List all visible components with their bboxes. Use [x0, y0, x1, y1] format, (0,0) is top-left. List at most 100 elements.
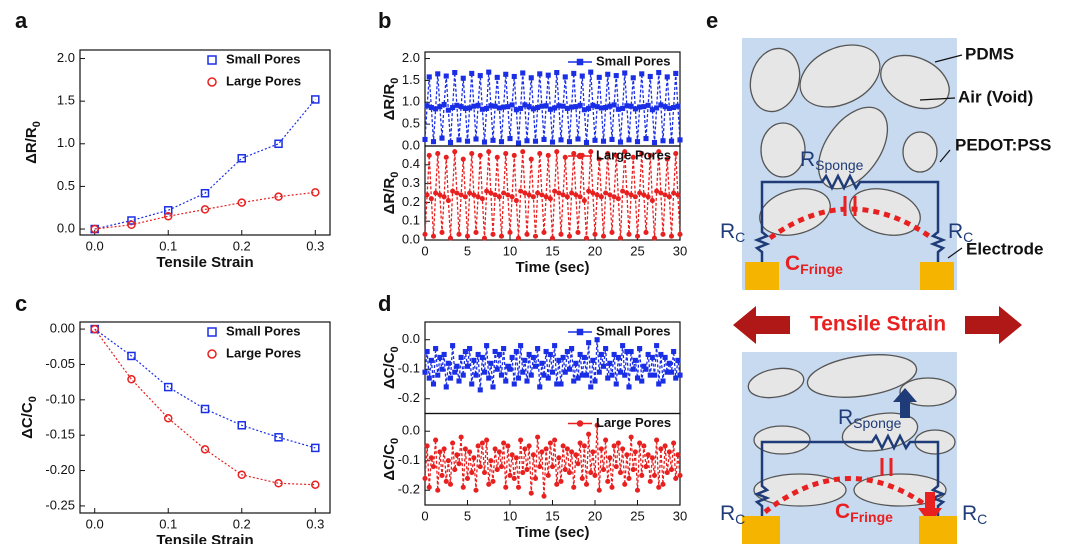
marker	[537, 150, 543, 157]
marker	[543, 194, 549, 200]
marker	[654, 105, 660, 111]
marker	[662, 443, 668, 449]
marker	[479, 106, 485, 112]
marker	[127, 220, 136, 230]
marker	[532, 138, 539, 144]
y-tick-label: 1.5	[402, 72, 420, 87]
marker	[581, 107, 587, 113]
r: R	[838, 406, 853, 429]
marker	[560, 103, 566, 109]
marker	[501, 104, 507, 110]
x-tick-label: 30	[673, 508, 687, 523]
y-tick-label: 1.0	[402, 94, 420, 109]
marker	[464, 233, 471, 239]
marker	[552, 105, 558, 111]
marker	[458, 434, 464, 440]
marker	[613, 464, 619, 470]
marker	[424, 192, 430, 198]
marker	[311, 480, 320, 489]
marker	[645, 194, 651, 200]
marker	[488, 103, 494, 109]
marker	[507, 366, 513, 372]
marker	[469, 70, 475, 76]
marker	[207, 77, 217, 87]
marker	[637, 104, 643, 110]
marker	[524, 378, 530, 384]
marker	[549, 139, 556, 145]
y-label-sub: 0	[389, 438, 401, 444]
sub: Fringe	[850, 509, 893, 525]
marker	[447, 375, 454, 381]
marker	[596, 487, 602, 493]
marker	[422, 369, 428, 375]
marker	[505, 192, 511, 198]
marker	[603, 346, 609, 352]
x-tick-label: 20	[588, 508, 602, 523]
marker	[639, 378, 645, 384]
marker	[479, 354, 485, 360]
marker	[501, 190, 507, 196]
marker	[503, 71, 509, 77]
x-tick-label: 25	[630, 508, 644, 523]
marker	[490, 478, 496, 484]
electrode	[919, 516, 957, 544]
marker	[554, 149, 560, 155]
label: Electrode	[966, 239, 1043, 258]
marker	[656, 69, 662, 76]
marker	[573, 452, 579, 458]
marker	[545, 72, 551, 78]
marker	[564, 446, 570, 452]
marker	[450, 188, 456, 194]
marker	[462, 105, 468, 111]
marker	[477, 152, 483, 158]
legend-label: Small Pores	[596, 323, 670, 338]
marker	[441, 194, 447, 200]
c-fringe: CFringe	[835, 500, 893, 525]
marker	[660, 231, 666, 237]
marker	[617, 235, 624, 241]
marker	[447, 481, 454, 487]
y-tick-label: -0.05	[45, 356, 75, 371]
marker	[477, 73, 483, 79]
marker	[605, 375, 611, 381]
marker	[426, 152, 432, 158]
marker	[666, 360, 672, 366]
x-tick-label: 0.0	[86, 238, 104, 253]
marker	[522, 190, 528, 196]
marker	[634, 487, 641, 493]
marker	[573, 192, 579, 198]
x-tick-label: 0	[421, 508, 428, 523]
x-tick-label: 0.2	[233, 516, 251, 531]
marker	[675, 103, 681, 109]
marker	[513, 348, 519, 355]
marker	[566, 233, 573, 239]
marker	[494, 154, 500, 160]
marker	[571, 378, 577, 384]
marker	[511, 152, 517, 158]
marker	[556, 455, 562, 461]
marker	[496, 105, 502, 111]
marker	[477, 464, 483, 470]
marker	[526, 443, 532, 449]
panel-label: d	[378, 291, 391, 316]
marker	[654, 437, 660, 443]
panel-label: c	[15, 291, 27, 316]
x-tick-label: 10	[503, 508, 517, 523]
marker	[494, 74, 500, 80]
y-tick-label: 0.5	[402, 116, 420, 131]
marker	[641, 104, 647, 110]
y-axis-label: ΔR/R0	[381, 78, 401, 121]
marker	[498, 464, 505, 470]
marker	[481, 235, 488, 241]
marker	[475, 194, 481, 200]
marker	[556, 190, 562, 196]
marker	[439, 135, 445, 141]
y-label-sub: 0	[389, 346, 401, 352]
marker	[509, 452, 515, 458]
marker	[605, 71, 611, 77]
marker	[435, 150, 441, 157]
marker	[163, 382, 173, 392]
y-tick-label: -0.1	[398, 361, 420, 376]
marker	[452, 369, 458, 375]
sub: C	[735, 229, 745, 245]
